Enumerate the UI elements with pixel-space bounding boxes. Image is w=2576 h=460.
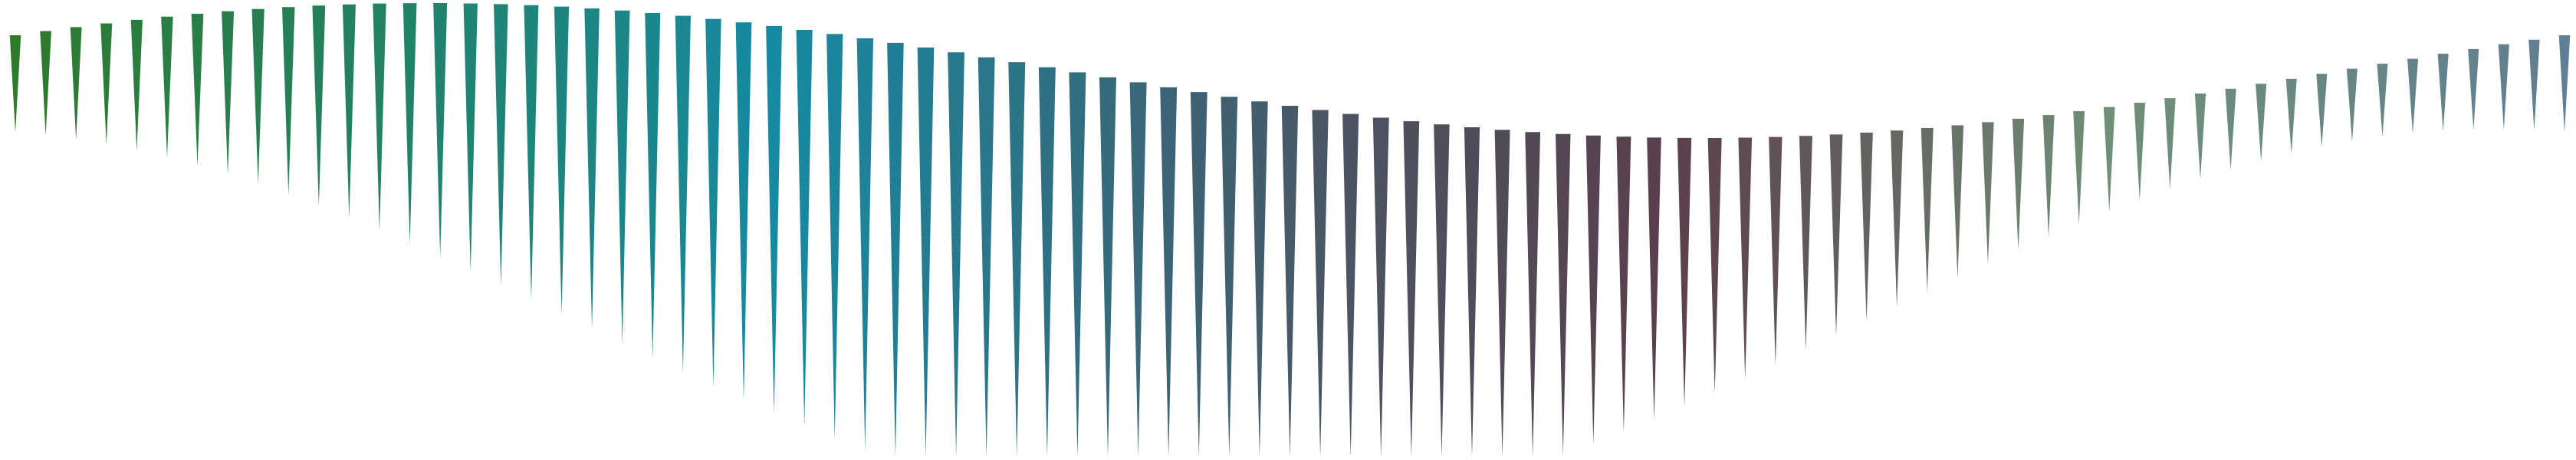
wave-spike bbox=[342, 4, 356, 219]
wave-spike bbox=[2346, 68, 2358, 142]
wave-spike bbox=[130, 19, 143, 151]
wave-spike bbox=[1769, 136, 1783, 366]
wave-spike bbox=[2437, 54, 2449, 131]
wave-spike bbox=[2498, 44, 2509, 130]
wave-spike bbox=[675, 15, 691, 373]
wave-spike bbox=[1069, 72, 1086, 458]
wave-spike bbox=[1494, 130, 1510, 457]
wave-spike bbox=[1891, 130, 1904, 307]
wave-spike bbox=[1707, 137, 1722, 394]
wave-spike bbox=[251, 8, 264, 185]
wave-spike bbox=[2042, 115, 2055, 237]
wave-spike bbox=[2164, 98, 2176, 189]
wave-spike bbox=[2377, 64, 2388, 137]
wave-spike bbox=[1829, 134, 1843, 337]
wave-spike bbox=[705, 18, 721, 387]
wave-spike bbox=[191, 14, 204, 166]
wave-spike bbox=[2073, 111, 2085, 225]
wave-spike bbox=[1616, 136, 1631, 433]
wave-spike bbox=[402, 3, 417, 245]
wave-spike bbox=[826, 34, 843, 439]
wave-spike bbox=[1129, 82, 1147, 458]
wave-spike bbox=[2194, 93, 2206, 179]
wave-spike bbox=[1008, 62, 1026, 458]
wave-spike bbox=[312, 5, 326, 207]
wave-spike bbox=[281, 7, 295, 196]
wave-spike bbox=[433, 3, 448, 258]
wave-spike bbox=[222, 11, 235, 175]
wave-spike bbox=[1921, 128, 1934, 293]
wave-spike bbox=[1982, 122, 1994, 264]
wave-spike bbox=[1251, 101, 1268, 457]
wave-spike bbox=[614, 10, 630, 344]
wave-spike bbox=[887, 42, 904, 458]
wave-spike bbox=[1799, 136, 1812, 351]
wave-spike bbox=[1038, 67, 1056, 457]
wave-spike bbox=[856, 38, 874, 451]
wave-spike bbox=[766, 25, 783, 415]
wave-spike bbox=[463, 3, 478, 272]
wave-spike bbox=[978, 57, 995, 458]
wave-spike bbox=[2468, 48, 2479, 130]
wave-spike bbox=[948, 52, 964, 458]
wave-spike bbox=[1464, 127, 1480, 457]
wave-spike bbox=[2316, 74, 2328, 147]
wave-spike bbox=[1951, 125, 1964, 278]
wave-spike bbox=[100, 23, 113, 145]
wave-spike bbox=[2558, 35, 2571, 133]
wave-spike bbox=[796, 29, 813, 427]
wave-spike bbox=[1281, 105, 1299, 458]
wave-spike bbox=[2285, 78, 2297, 154]
wave-spike bbox=[1342, 113, 1359, 458]
wave-spike bbox=[917, 48, 935, 458]
wave-spike bbox=[1860, 133, 1873, 322]
wave-spike bbox=[494, 4, 508, 286]
wave-spike bbox=[2012, 118, 2025, 251]
wave-spike bbox=[1434, 124, 1450, 457]
wave-spike bbox=[2528, 39, 2540, 130]
wave-spike bbox=[554, 6, 570, 315]
wave-spike bbox=[161, 16, 173, 158]
wave-spike bbox=[2256, 84, 2267, 162]
wave-spike bbox=[9, 35, 21, 133]
wave-spike bbox=[735, 22, 752, 401]
wave-spike bbox=[1372, 117, 1389, 458]
wave-spike bbox=[373, 3, 386, 232]
wave-spike bbox=[2134, 102, 2146, 201]
wave-spike bbox=[1221, 97, 1238, 457]
wave-spike bbox=[2407, 58, 2419, 134]
wave-spike bbox=[524, 5, 539, 301]
wave-spike bbox=[2225, 88, 2236, 170]
wave-spike bbox=[2103, 107, 2115, 212]
wave-spike bbox=[1160, 87, 1178, 457]
wave-spike bbox=[1190, 92, 1208, 458]
wave-spike bbox=[1677, 137, 1692, 407]
wave-spike bbox=[40, 31, 51, 136]
wave-spike bbox=[645, 12, 661, 359]
wave-spike bbox=[1738, 137, 1753, 380]
wave-spike bbox=[1099, 77, 1116, 457]
wave-spike bbox=[584, 8, 600, 330]
wave-spike bbox=[70, 27, 82, 140]
wave-spike bbox=[1312, 110, 1329, 457]
wave-spike bbox=[1556, 133, 1571, 456]
wave-spike bbox=[1647, 137, 1661, 420]
wave-spike bbox=[1403, 121, 1420, 457]
wave-spike bbox=[1525, 132, 1541, 457]
wave-spike bbox=[1585, 135, 1601, 445]
